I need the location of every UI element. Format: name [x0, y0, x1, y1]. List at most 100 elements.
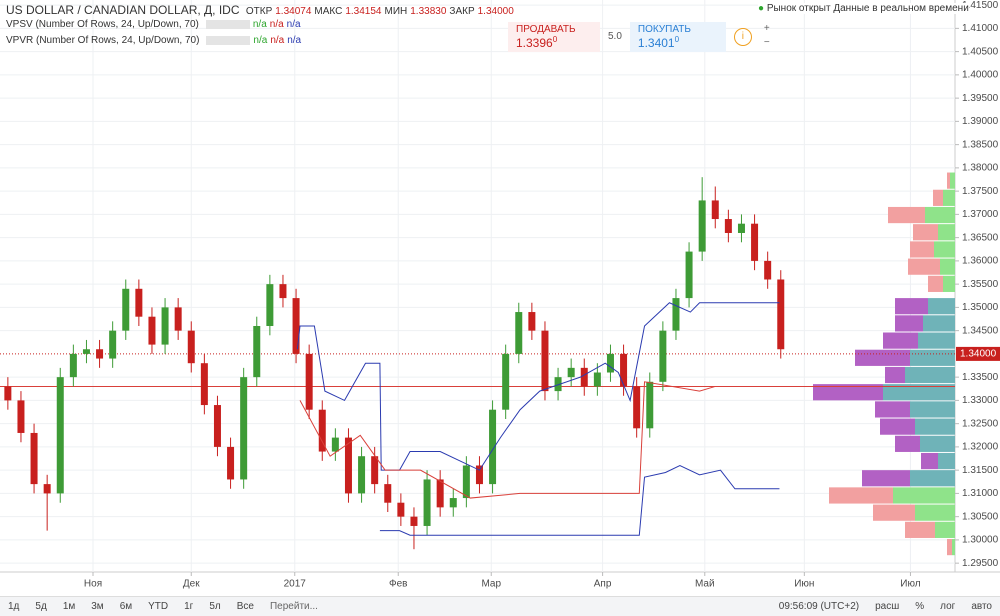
indicator-value: n/a [269, 19, 284, 30]
candle-body [567, 367, 575, 378]
profile-up [910, 470, 955, 487]
buy-price: 1.3401 [637, 36, 675, 50]
candle-body [436, 479, 444, 508]
profile-up [935, 521, 955, 538]
profile-down [947, 172, 950, 189]
candle-body [528, 312, 536, 331]
indicator-buttons[interactable] [206, 35, 251, 45]
y-tick-label: 1.31000 [962, 488, 999, 499]
profile-down [813, 384, 883, 401]
profile-down [895, 298, 928, 315]
candle-body [344, 437, 352, 494]
range-button[interactable]: Все [236, 601, 254, 612]
profile-up [938, 452, 955, 470]
candle-body [358, 456, 366, 494]
range-button[interactable]: YTD [148, 601, 169, 612]
candle-body [200, 363, 208, 406]
profile-up [893, 487, 955, 504]
goto[interactable]: Перейти... [269, 601, 318, 612]
profile-down [921, 452, 938, 470]
candle-body [397, 502, 405, 517]
profile-up [928, 298, 955, 315]
ohlc-value: 1.33830 [410, 6, 447, 17]
indicator-buttons[interactable] [205, 19, 250, 29]
option-button[interactable]: расш [875, 601, 900, 612]
option-button[interactable]: лог [940, 601, 956, 612]
profile-up [943, 189, 955, 206]
x-tick-label: Май [695, 579, 715, 590]
y-tick-label: 1.37000 [962, 209, 999, 220]
candle-body [475, 465, 483, 485]
y-tick-label: 1.39000 [962, 116, 999, 127]
y-tick-label: 1.33500 [962, 372, 999, 383]
candle-body [17, 400, 25, 433]
y-tick-label: 1.36500 [962, 232, 999, 243]
candle-body [371, 456, 379, 485]
candle-body [161, 307, 169, 345]
price-axis-bg [955, 0, 1000, 596]
ohlc-label: МАКС [314, 6, 343, 17]
range-button[interactable]: 3м [91, 601, 104, 612]
zoom-buttons[interactable]: + − [763, 23, 770, 48]
x-tick-label: Июл [900, 579, 920, 590]
x-tick-label: 2017 [284, 579, 307, 590]
indicator-value: n/a [252, 19, 267, 30]
candle-body [30, 432, 38, 485]
range-button[interactable]: 1г [184, 601, 194, 612]
range-button[interactable]: 6м [119, 601, 133, 612]
candle-body [266, 284, 274, 326]
option-button[interactable]: % [915, 601, 925, 612]
info-icon[interactable]: i [733, 28, 752, 46]
profile-down [933, 189, 943, 206]
profile-down [885, 366, 905, 384]
profile-up [940, 258, 955, 275]
candle-body [279, 284, 287, 299]
ohlc-label: ОТКР [245, 6, 273, 17]
chart: 1.41500 1.41000 1.40500 1.40000 1.39500 1.390… [0, 0, 1000, 596]
indicator-name: VPSV (Number Of Rows, 24, Up/Down, 70) [6, 19, 199, 30]
x-tick-label: Мар [481, 579, 501, 590]
candle-body [240, 377, 248, 480]
y-tick-label: 1.34500 [962, 325, 999, 336]
range-button[interactable]: 1м [62, 601, 76, 612]
candle-body [541, 330, 549, 392]
sell-button[interactable]: ПРОДАВАТЬ 1.33960 [508, 22, 600, 52]
trade-panel: ПРОДАВАТЬ 1.33960 5.0 ПОКУПАТЬ 1.34010 i… [508, 22, 774, 52]
candle-body [554, 377, 562, 392]
data-status: Данные в реальном времени [833, 3, 969, 14]
profile-up [910, 349, 955, 366]
range-button[interactable]: 1д [8, 601, 20, 612]
buy-button[interactable]: ПОКУПАТЬ 1.34010 [629, 22, 726, 52]
candle-body [423, 479, 431, 526]
profile-down [855, 349, 910, 366]
options: расш% лог авто [867, 601, 1000, 612]
candle-body [580, 367, 588, 387]
candle-body [148, 316, 156, 345]
profile-down [883, 332, 918, 349]
range-button[interactable]: 5л [209, 601, 221, 612]
x-tick-label: Дек [183, 579, 200, 590]
ranges: 1д 5д 1м 3м 6м YTD 1г 5л Все [0, 601, 262, 612]
candle-body [135, 288, 143, 317]
candle-body [737, 223, 745, 233]
candle-body [82, 349, 90, 354]
candle-body [227, 446, 235, 480]
profile-down [910, 241, 934, 258]
candle-body [449, 498, 457, 508]
profile-down [895, 435, 920, 452]
candle-body [56, 377, 64, 494]
candle-body [502, 353, 510, 410]
x-tick-label: Апр [594, 579, 612, 590]
profile-up [943, 275, 955, 292]
ohlc-label: ЗАКР [449, 6, 475, 17]
y-tick-label: 1.40500 [962, 46, 999, 57]
profile-up [915, 418, 955, 435]
indicator-value: n/a [253, 35, 268, 46]
indicator-line [379, 464, 780, 536]
candle-body [253, 325, 261, 378]
range-button[interactable]: 5д [35, 601, 47, 612]
sell-sup: 0 [552, 35, 558, 44]
option-button[interactable]: авто [971, 601, 992, 612]
candle-body [606, 353, 614, 373]
